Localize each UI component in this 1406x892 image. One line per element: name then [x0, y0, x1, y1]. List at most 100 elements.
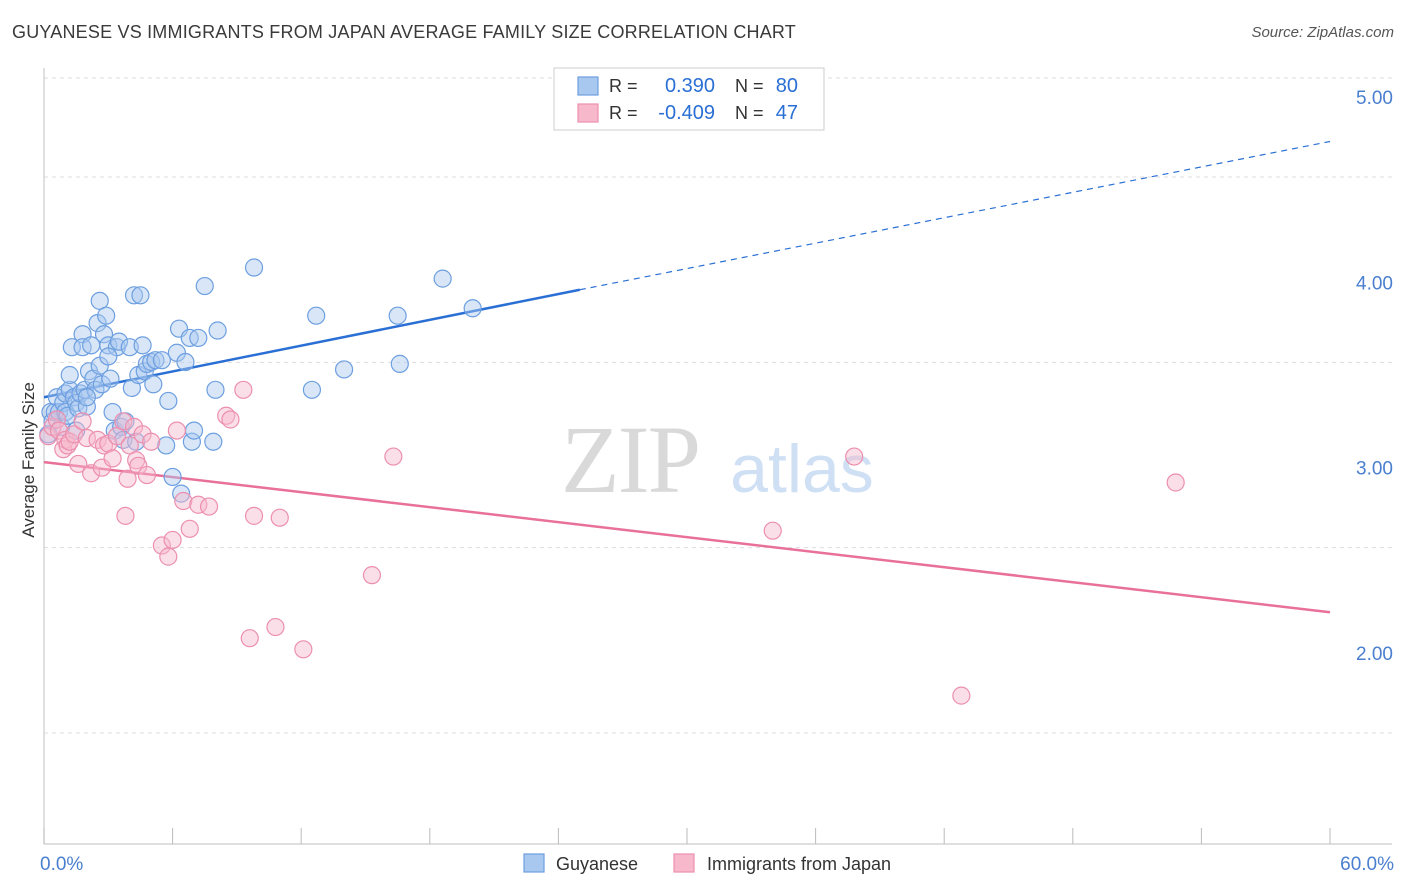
trend-layer [43, 140, 1331, 614]
guyanese-point [144, 375, 163, 394]
japan-point [73, 412, 92, 431]
guyanese-point [182, 432, 201, 451]
legend-bottom: Guyanese Immigrants from Japan [523, 853, 891, 874]
japan-point [118, 469, 137, 488]
guyanese-point [176, 352, 195, 372]
watermark-atlas: atlas [730, 431, 874, 507]
legend-n-value-pink: 47 [776, 102, 798, 124]
japan-point [152, 536, 171, 555]
y-tick-label: 3.00 [1356, 459, 1393, 480]
guyanese-point [62, 338, 81, 357]
japan-point [384, 447, 403, 466]
guyanese-point [184, 421, 204, 440]
legend-swatch-pink [577, 103, 599, 123]
japan-point [294, 640, 313, 659]
japan-point [1166, 473, 1185, 492]
trend-line-japan [43, 460, 1331, 614]
japan-point [114, 412, 133, 431]
japan-point [82, 464, 101, 483]
source-label: Source: ZipAtlas.com [1251, 24, 1394, 41]
japan-point [159, 547, 178, 566]
japan-point [49, 421, 69, 440]
y-tick-label: 4.00 [1356, 273, 1393, 294]
japan-point [845, 447, 864, 466]
guyanese-point [189, 328, 208, 348]
legend-top-box [553, 67, 825, 131]
legend-bottom-swatch-pink [673, 853, 695, 873]
guyanese-point [77, 388, 96, 407]
guyanese-point [159, 391, 178, 411]
guyanese-point [244, 258, 264, 277]
guyanese-point [124, 286, 144, 305]
guyanese-point [135, 362, 154, 381]
japan-point [180, 519, 199, 538]
x-tick-label: 0.0% [40, 854, 83, 875]
japan-point [266, 617, 285, 637]
points-layer [39, 258, 1185, 705]
legend-r-value-pink: -0.409 [658, 102, 715, 124]
guyanese-point [131, 286, 150, 305]
japan-point [244, 506, 264, 525]
watermark-zip: ZIP [561, 406, 699, 513]
japan-point [167, 421, 186, 440]
legend-r-label-pink: R = [609, 103, 638, 123]
legend-top: R = 0.390 N = 80 R = -0.409 N = 47 [553, 67, 825, 131]
guyanese-point [204, 432, 223, 451]
guyanese-point [157, 436, 176, 455]
guyanese-point [172, 484, 191, 503]
japan-point [69, 454, 88, 474]
trend-line-guyanese-extension [579, 140, 1331, 291]
japan-point [39, 427, 58, 446]
guyanese-point [146, 351, 165, 370]
guyanese-point [60, 365, 79, 385]
guyanese-point [97, 306, 116, 325]
legend-n-label-blue: N = [735, 76, 764, 96]
watermark: ZIP atlas [561, 406, 874, 513]
guyanese-point [77, 397, 96, 416]
guyanese-point [206, 380, 225, 399]
legend-bottom-swatch-blue [523, 853, 545, 873]
japan-point [270, 508, 289, 527]
legend-bottom-label-japan: Immigrants from Japan [707, 854, 891, 874]
y-axis-label: Average Family Size [19, 382, 38, 538]
guyanese-point [101, 369, 120, 388]
japan-point [952, 686, 971, 705]
legend-bottom-label-guyanese: Guyanese [556, 854, 638, 874]
guyanese-point [133, 336, 152, 355]
guyanese-point [302, 380, 322, 399]
guyanese-point [152, 351, 171, 370]
y-tick-label: 5.00 [1356, 88, 1393, 109]
guyanese-point [208, 321, 227, 340]
guyanese-point [163, 467, 182, 487]
japan-point [103, 449, 122, 468]
japan-point [142, 432, 161, 451]
japan-point [163, 530, 182, 550]
guyanese-point [94, 325, 114, 344]
japan-point [763, 521, 782, 540]
guyanese-point [390, 354, 409, 373]
legend-r-value-blue: 0.390 [665, 75, 715, 97]
japan-point [137, 465, 156, 485]
japan-point [174, 491, 193, 511]
guyanese-point [109, 332, 129, 351]
guyanese-point [195, 276, 214, 296]
guyanese-point [307, 306, 326, 325]
legend-n-value-blue: 80 [776, 75, 798, 97]
japan-point [116, 506, 135, 525]
y-tick-label: 2.00 [1356, 644, 1393, 665]
legend-n-label-pink: N = [735, 103, 764, 123]
chart-title: GUYANESE VS IMMIGRANTS FROM JAPAN AVERAG… [12, 22, 796, 42]
legend-swatch-blue [577, 76, 599, 96]
guyanese-point [334, 360, 354, 379]
legend-r-label-blue: R = [609, 76, 638, 96]
japan-point [221, 410, 240, 429]
japan-point [199, 497, 219, 516]
japan-point [47, 410, 66, 429]
japan-point [362, 566, 382, 585]
guyanese-point [99, 347, 118, 366]
japan-point [234, 380, 253, 399]
japan-point [240, 629, 259, 648]
axes-layer: 2.00 3.00 4.00 5.00 0.0% 60.0% Average Family … [19, 68, 1394, 875]
x-tick-label: 60.0% [1340, 854, 1394, 875]
